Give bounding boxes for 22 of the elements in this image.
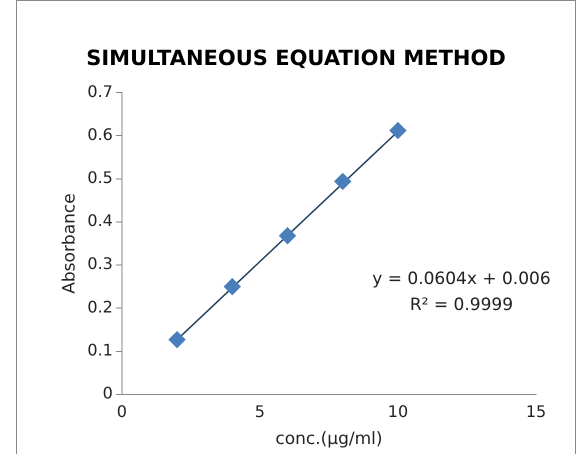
x-tick-label: 15 xyxy=(526,402,546,422)
annotation: y = 0.0604x + 0.006 xyxy=(372,269,551,290)
x-axis-title: conc.(µg/ml) xyxy=(275,429,382,450)
point xyxy=(224,278,241,296)
point xyxy=(279,227,296,244)
y-tick-label: 0.2 xyxy=(87,297,113,316)
x-tick-label: 5 xyxy=(254,402,265,422)
point xyxy=(389,122,406,140)
annotation: R² = 0.9999 xyxy=(410,295,514,316)
y-tick-label: 0.3 xyxy=(87,254,113,274)
y-tick-label: 0.1 xyxy=(87,340,113,360)
y-axis-title: Absorbance xyxy=(60,193,80,294)
point xyxy=(168,331,186,348)
point xyxy=(334,172,352,190)
y-tick-label: 0.5 xyxy=(87,168,113,187)
x-tick-label: 0 xyxy=(116,402,127,422)
y-tick-label: 0.7 xyxy=(87,82,113,101)
y-tick-label: 0 xyxy=(102,384,113,403)
y-tick-label: 0.4 xyxy=(87,211,113,230)
x-tick-label: 10 xyxy=(388,402,408,422)
chart-title: SIMULTANEOUS EQUATION METHOD xyxy=(85,46,507,70)
y-tick-label: 0.6 xyxy=(87,124,113,144)
